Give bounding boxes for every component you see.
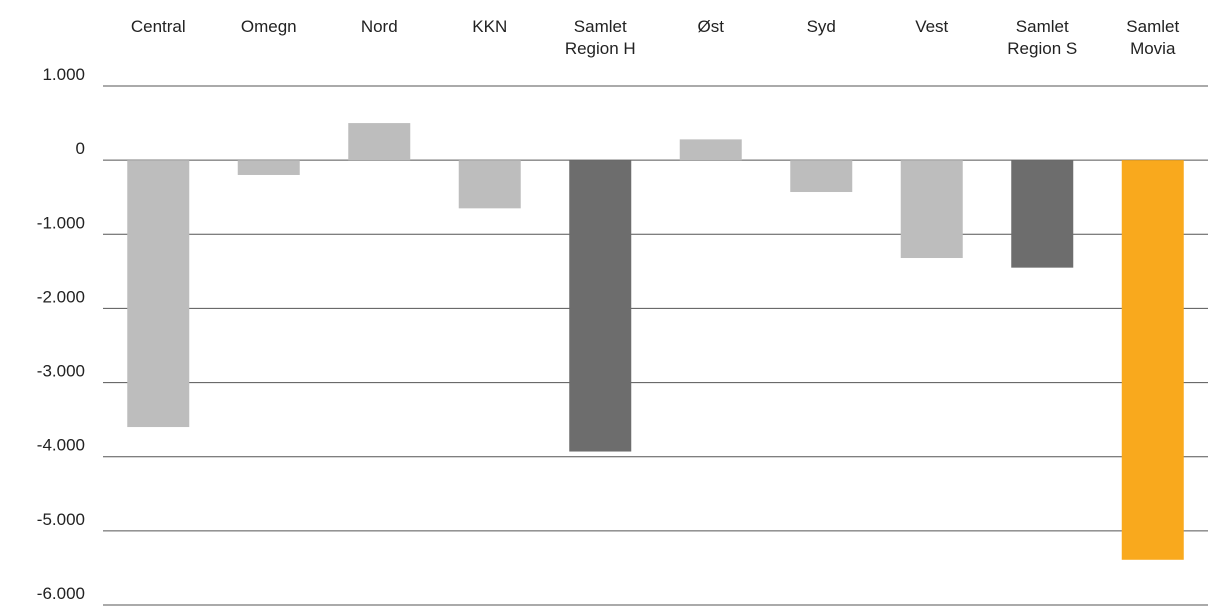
- category-label: Syd: [807, 17, 836, 36]
- y-axis-tick-labels: 1.000 0 -1.000 -2.000 -3.000 -4.000 -5.000 -6.0…: [37, 65, 85, 603]
- y-tick-label: -6.000: [37, 584, 85, 603]
- bar: [790, 160, 853, 193]
- bar: [127, 160, 190, 428]
- category-label: Nord: [361, 17, 398, 36]
- category-label: Omegn: [241, 17, 297, 36]
- y-tick-label: 1.000: [42, 65, 85, 84]
- category-label: KKN: [472, 17, 507, 36]
- y-tick-label: -5.000: [37, 510, 85, 529]
- category-label: Samlet Movia: [1126, 17, 1179, 58]
- y-tick-label: -1.000: [37, 213, 85, 232]
- category-label: Samlet Region S: [1007, 17, 1077, 58]
- bar: [569, 160, 632, 452]
- category-label: Øst: [698, 17, 725, 36]
- bar: [1121, 160, 1184, 560]
- bars: [127, 123, 1184, 560]
- bar: [900, 160, 963, 259]
- category-label: Central: [131, 17, 186, 36]
- category-label: Vest: [915, 17, 948, 36]
- y-tick-label: -3.000: [37, 362, 85, 381]
- category-label: Samlet Region H: [565, 17, 636, 58]
- y-tick-label: -2.000: [37, 287, 85, 306]
- y-tick-label: 0: [76, 139, 85, 158]
- category-labels: Central Omegn Nord KKN Samlet Region H Øst Syd V…: [131, 17, 1180, 58]
- bar: [1011, 160, 1074, 268]
- y-tick-label: -4.000: [37, 436, 85, 455]
- bar: [348, 123, 411, 161]
- bar: [237, 160, 300, 175]
- bar: [679, 139, 742, 161]
- bar: [458, 160, 521, 209]
